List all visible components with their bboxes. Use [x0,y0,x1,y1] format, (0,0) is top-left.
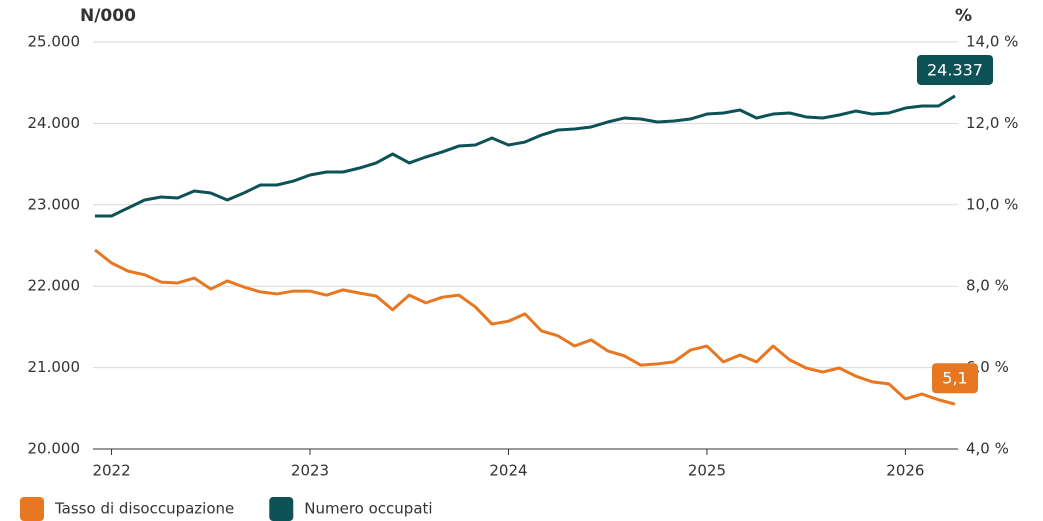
y-tick-label: 20.000 [28,440,81,458]
value-badge: 5,1 [932,363,978,394]
legend-label: Numero occupati [304,500,432,518]
legend-swatch [20,497,44,521]
badge-bg [932,363,978,394]
data-line [95,94,956,218]
y-tick-label: 24.000 [28,114,81,132]
data-label: 5,1 [942,369,967,388]
y2-tick-label: 12,0 % [966,114,1018,132]
x-tick-label: 2024 [489,462,527,480]
y-tick-label: 22.000 [28,277,81,295]
y-tick-label: 25.000 [28,33,81,51]
y2-tick-label: 8,0 % [966,277,1009,295]
y2-tick-label: 4,0 % [966,440,1009,458]
data-label: 24.337 [927,60,983,79]
x-tick-label: 2023 [291,462,329,480]
y-axis-title: N/000 [80,6,136,26]
legend-swatch [269,497,294,521]
y2-tick-label: 10,0 % [966,195,1018,213]
data-line [94,248,956,406]
y-tick-label: 21.000 [28,358,81,376]
x-tick-label: 2022 [92,462,130,480]
legend-label: Tasso di disoccupazione [54,500,234,518]
x-tick-label: 2025 [688,462,726,480]
value-badge: 24.337 [917,54,993,85]
y2-tick-label: 14,0 % [966,33,1018,51]
x-tick-label: 2026 [886,462,924,480]
badge-bg [917,54,993,85]
y-tick-label: 23.000 [28,195,81,213]
y2-axis-title: % [955,6,972,26]
